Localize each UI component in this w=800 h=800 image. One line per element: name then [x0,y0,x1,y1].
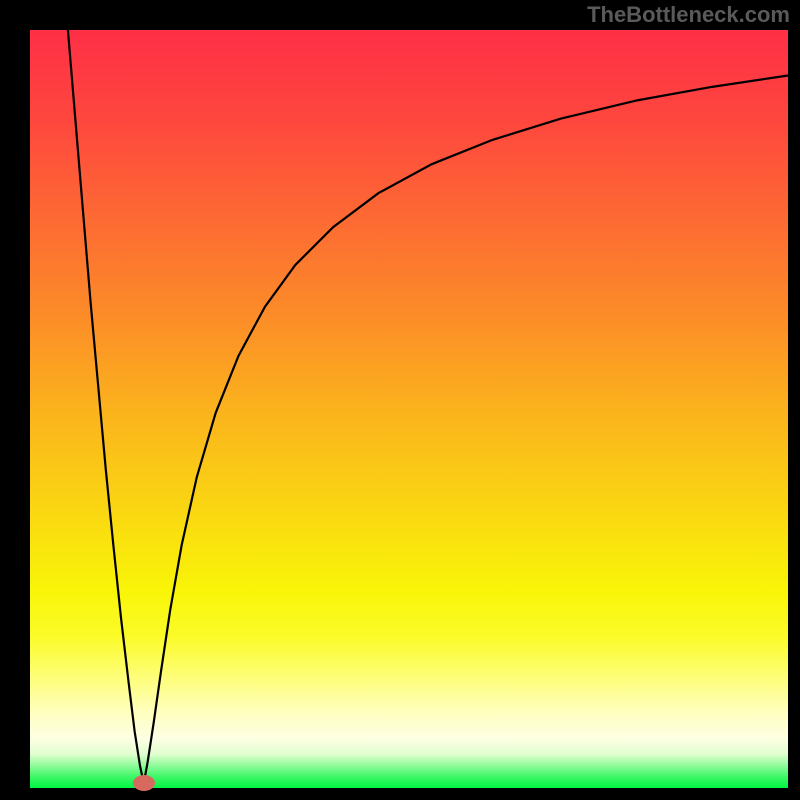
curve-layer [30,30,788,788]
minimum-marker [133,775,155,791]
chart-container: TheBottleneck.com [0,0,800,800]
right-branch-curve [144,75,788,783]
plot-area [30,30,788,788]
watermark-text: TheBottleneck.com [587,2,790,28]
left-branch-curve [68,30,144,783]
